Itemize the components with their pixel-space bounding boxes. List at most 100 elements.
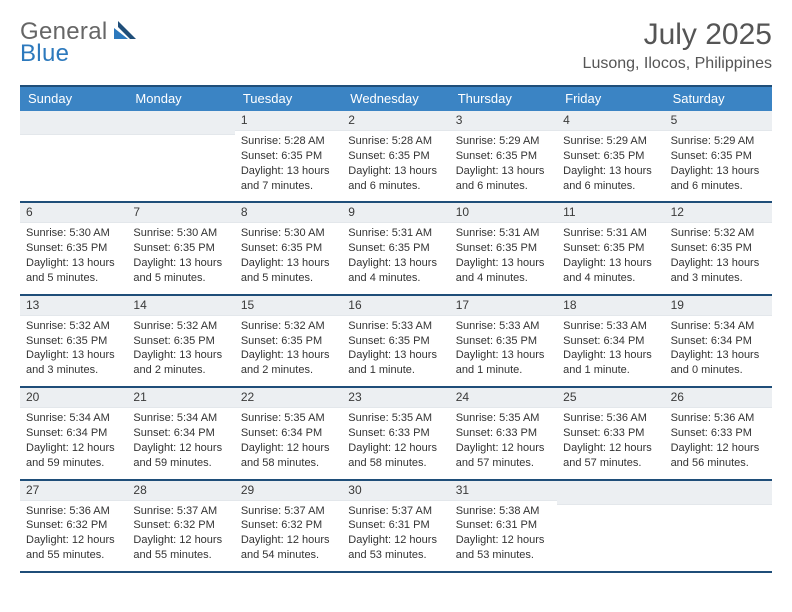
sunset-line: Sunset: 6:35 PM [456,334,551,349]
dow-saturday: Saturday [665,87,772,111]
daylight-line: Daylight: 13 hours and 5 minutes. [133,256,228,286]
day-number: 2 [342,111,449,131]
day-details: Sunrise: 5:33 AMSunset: 6:35 PMDaylight:… [450,316,557,386]
brand-logo: General Blue [20,18,140,68]
day-cell: 21Sunrise: 5:34 AMSunset: 6:34 PMDayligh… [127,388,234,478]
day-details: Sunrise: 5:29 AMSunset: 6:35 PMDaylight:… [665,131,772,201]
day-number: 8 [235,203,342,223]
daylight-line: Daylight: 12 hours and 58 minutes. [241,441,336,471]
calendar-body: 1Sunrise: 5:28 AMSunset: 6:35 PMDaylight… [20,111,772,573]
day-cell: 13Sunrise: 5:32 AMSunset: 6:35 PMDayligh… [20,296,127,386]
day-cell: 11Sunrise: 5:31 AMSunset: 6:35 PMDayligh… [557,203,664,293]
sunset-line: Sunset: 6:34 PM [671,334,766,349]
sunrise-line: Sunrise: 5:33 AM [563,319,658,334]
dow-sunday: Sunday [20,87,127,111]
sunset-line: Sunset: 6:35 PM [241,241,336,256]
sunrise-line: Sunrise: 5:34 AM [671,319,766,334]
sunrise-line: Sunrise: 5:34 AM [133,411,228,426]
day-number: 30 [342,481,449,501]
sunrise-line: Sunrise: 5:33 AM [348,319,443,334]
empty-body [127,135,234,161]
daylight-line: Daylight: 13 hours and 7 minutes. [241,164,336,194]
day-cell: 7Sunrise: 5:30 AMSunset: 6:35 PMDaylight… [127,203,234,293]
week-row: 6Sunrise: 5:30 AMSunset: 6:35 PMDaylight… [20,203,772,295]
dow-monday: Monday [127,87,234,111]
empty-body [665,505,772,531]
sunrise-line: Sunrise: 5:30 AM [133,226,228,241]
calendar: SundayMondayTuesdayWednesdayThursdayFrid… [20,85,772,573]
sunset-line: Sunset: 6:35 PM [26,241,121,256]
sunset-line: Sunset: 6:31 PM [456,518,551,533]
day-cell: 17Sunrise: 5:33 AMSunset: 6:35 PMDayligh… [450,296,557,386]
day-details: Sunrise: 5:34 AMSunset: 6:34 PMDaylight:… [665,316,772,386]
day-details: Sunrise: 5:28 AMSunset: 6:35 PMDaylight:… [342,131,449,201]
location-subtitle: Lusong, Ilocos, Philippines [583,55,772,73]
sunset-line: Sunset: 6:32 PM [133,518,228,533]
sunrise-line: Sunrise: 5:28 AM [241,134,336,149]
daylight-line: Daylight: 12 hours and 53 minutes. [456,533,551,563]
day-details: Sunrise: 5:36 AMSunset: 6:33 PMDaylight:… [557,408,664,478]
sunset-line: Sunset: 6:33 PM [456,426,551,441]
empty-body [20,135,127,161]
sunset-line: Sunset: 6:35 PM [348,334,443,349]
sunrise-line: Sunrise: 5:32 AM [671,226,766,241]
day-number: 1 [235,111,342,131]
day-number: 16 [342,296,449,316]
day-number: 14 [127,296,234,316]
day-details: Sunrise: 5:34 AMSunset: 6:34 PMDaylight:… [20,408,127,478]
sunrise-line: Sunrise: 5:32 AM [26,319,121,334]
day-number: 19 [665,296,772,316]
sunset-line: Sunset: 6:34 PM [26,426,121,441]
day-number [557,481,664,505]
week-row: 1Sunrise: 5:28 AMSunset: 6:35 PMDaylight… [20,111,772,203]
daylight-line: Daylight: 13 hours and 6 minutes. [671,164,766,194]
dow-tuesday: Tuesday [235,87,342,111]
sunrise-line: Sunrise: 5:30 AM [241,226,336,241]
day-cell: 5Sunrise: 5:29 AMSunset: 6:35 PMDaylight… [665,111,772,201]
empty-cell [557,481,664,571]
sunrise-line: Sunrise: 5:35 AM [241,411,336,426]
daylight-line: Daylight: 13 hours and 1 minute. [456,348,551,378]
day-number: 31 [450,481,557,501]
day-cell: 22Sunrise: 5:35 AMSunset: 6:34 PMDayligh… [235,388,342,478]
day-details: Sunrise: 5:35 AMSunset: 6:34 PMDaylight:… [235,408,342,478]
day-number: 11 [557,203,664,223]
day-cell: 28Sunrise: 5:37 AMSunset: 6:32 PMDayligh… [127,481,234,571]
daylight-line: Daylight: 12 hours and 57 minutes. [563,441,658,471]
daylight-line: Daylight: 12 hours and 59 minutes. [26,441,121,471]
sunrise-line: Sunrise: 5:31 AM [456,226,551,241]
day-cell: 3Sunrise: 5:29 AMSunset: 6:35 PMDaylight… [450,111,557,201]
daylight-line: Daylight: 13 hours and 5 minutes. [26,256,121,286]
day-number: 15 [235,296,342,316]
day-details: Sunrise: 5:31 AMSunset: 6:35 PMDaylight:… [342,223,449,293]
day-cell: 8Sunrise: 5:30 AMSunset: 6:35 PMDaylight… [235,203,342,293]
day-number: 25 [557,388,664,408]
day-details: Sunrise: 5:31 AMSunset: 6:35 PMDaylight:… [450,223,557,293]
sunset-line: Sunset: 6:35 PM [241,149,336,164]
day-number: 13 [20,296,127,316]
day-number: 7 [127,203,234,223]
week-row: 20Sunrise: 5:34 AMSunset: 6:34 PMDayligh… [20,388,772,480]
sunrise-line: Sunrise: 5:35 AM [348,411,443,426]
empty-cell [665,481,772,571]
day-number: 3 [450,111,557,131]
day-number: 9 [342,203,449,223]
daylight-line: Daylight: 13 hours and 0 minutes. [671,348,766,378]
sunrise-line: Sunrise: 5:37 AM [133,504,228,519]
day-details: Sunrise: 5:33 AMSunset: 6:35 PMDaylight:… [342,316,449,386]
sunrise-line: Sunrise: 5:30 AM [26,226,121,241]
day-details: Sunrise: 5:34 AMSunset: 6:34 PMDaylight:… [127,408,234,478]
day-cell: 30Sunrise: 5:37 AMSunset: 6:31 PMDayligh… [342,481,449,571]
day-cell: 31Sunrise: 5:38 AMSunset: 6:31 PMDayligh… [450,481,557,571]
sunset-line: Sunset: 6:34 PM [133,426,228,441]
sunrise-line: Sunrise: 5:29 AM [671,134,766,149]
brand-mark-icon [114,18,140,46]
day-cell: 27Sunrise: 5:36 AMSunset: 6:32 PMDayligh… [20,481,127,571]
dow-friday: Friday [557,87,664,111]
day-details: Sunrise: 5:32 AMSunset: 6:35 PMDaylight:… [665,223,772,293]
header-bar: General Blue July 2025 Lusong, Ilocos, P… [20,18,772,73]
sunset-line: Sunset: 6:33 PM [348,426,443,441]
sunrise-line: Sunrise: 5:29 AM [563,134,658,149]
sunrise-line: Sunrise: 5:37 AM [348,504,443,519]
day-details: Sunrise: 5:37 AMSunset: 6:31 PMDaylight:… [342,501,449,571]
